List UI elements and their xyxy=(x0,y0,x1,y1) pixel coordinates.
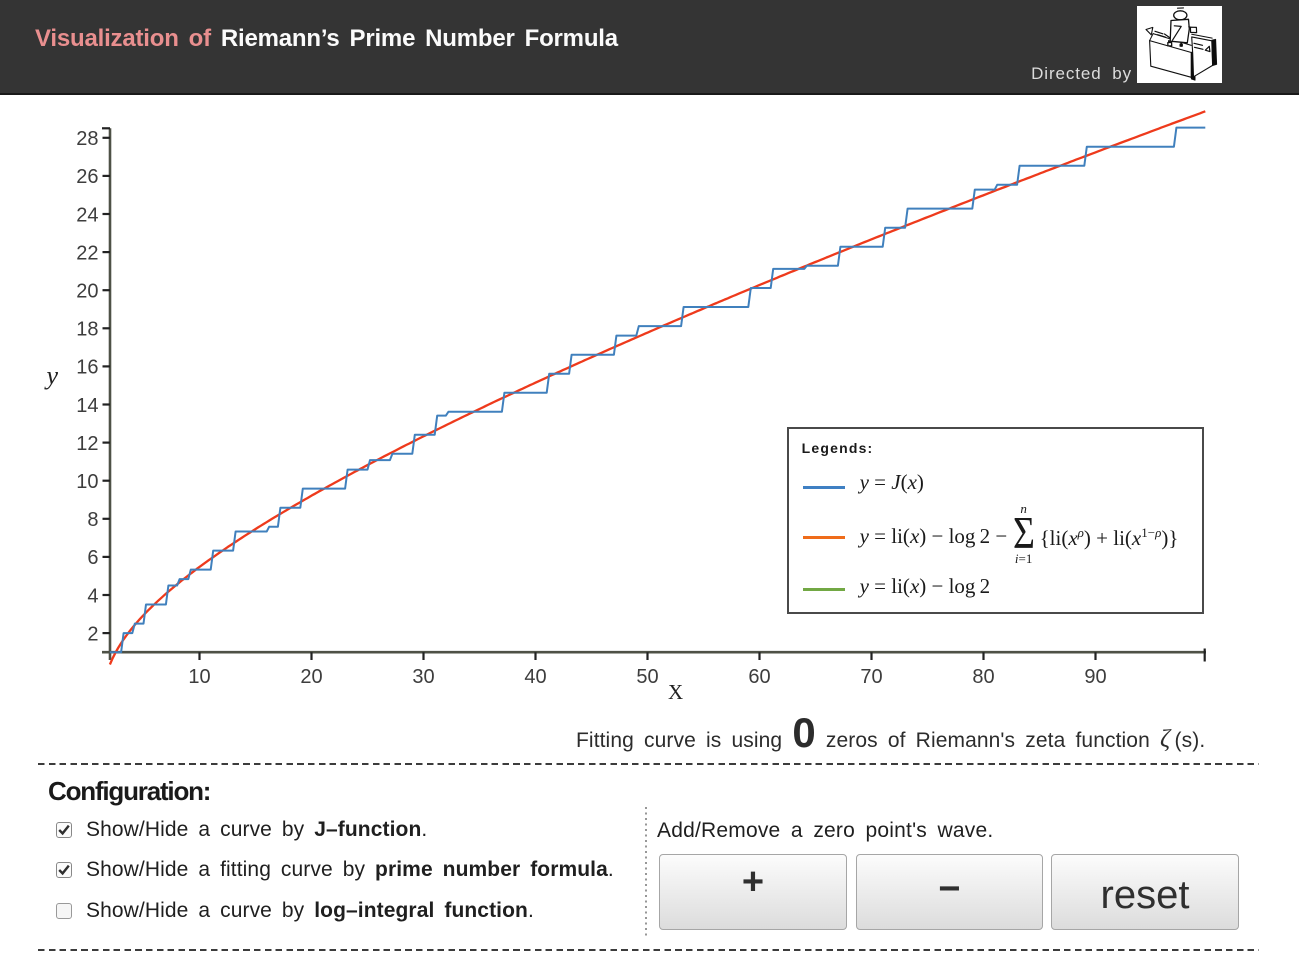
svg-text:80: 80 xyxy=(972,666,994,688)
svg-text:18: 18 xyxy=(76,319,98,341)
svg-text:6: 6 xyxy=(87,547,98,569)
svg-text:40: 40 xyxy=(524,666,546,688)
svg-text:10: 10 xyxy=(188,666,210,688)
svg-text:10: 10 xyxy=(76,471,98,493)
svg-text:14: 14 xyxy=(76,395,98,417)
svg-text:12: 12 xyxy=(76,433,98,455)
svg-text:16: 16 xyxy=(76,357,98,379)
svg-text:20: 20 xyxy=(300,666,322,688)
svg-text:4: 4 xyxy=(87,585,98,607)
svg-text:28: 28 xyxy=(76,128,98,150)
svg-text:22: 22 xyxy=(76,242,98,264)
svg-text:24: 24 xyxy=(76,204,98,226)
svg-text:8: 8 xyxy=(87,509,98,531)
svg-text:50: 50 xyxy=(636,666,658,688)
svg-text:60: 60 xyxy=(748,666,770,688)
svg-text:2: 2 xyxy=(87,623,98,645)
svg-text:20: 20 xyxy=(76,281,98,303)
svg-text:X: X xyxy=(668,680,683,704)
svg-text:90: 90 xyxy=(1084,666,1106,688)
svg-text:70: 70 xyxy=(860,666,882,688)
svg-text:30: 30 xyxy=(412,666,434,688)
svg-text:y: y xyxy=(44,361,59,390)
svg-text:26: 26 xyxy=(76,166,98,188)
